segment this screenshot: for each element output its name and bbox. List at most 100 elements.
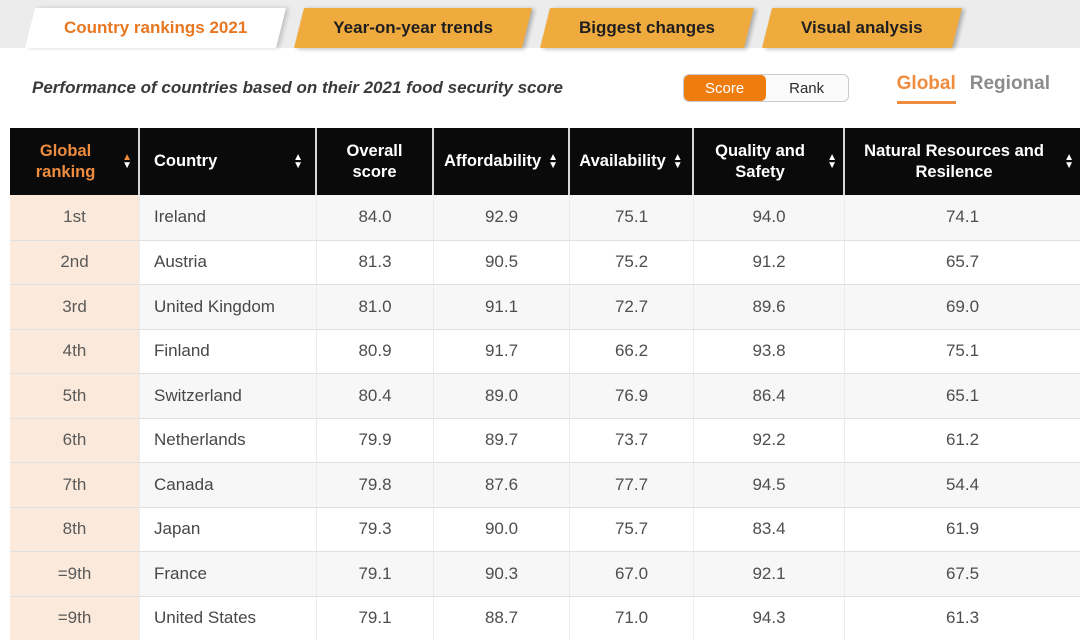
- rank-cell: 7th: [10, 463, 140, 507]
- natural-cell: 69.0: [945, 296, 980, 316]
- affordability-cell: 90.5: [434, 240, 570, 284]
- country-cell: Finland: [140, 329, 317, 373]
- country-cell: Netherlands: [140, 418, 317, 462]
- sort-arrows-icon: ▲ ▼: [1064, 151, 1074, 171]
- tab-visual-analysis[interactable]: Visual analysis: [767, 8, 957, 48]
- rank-cell: =9th: [10, 552, 140, 596]
- tab-country-rankings[interactable]: Country rankings 2021: [30, 8, 281, 48]
- tab-label: Country rankings 2021: [64, 18, 248, 37]
- table-row-japan: 8th Japan 79.3 90.0 75.7 83.4 61.9: [10, 506, 1080, 551]
- rank-cell: 1st: [10, 195, 140, 240]
- overall-cell: 84.0: [317, 195, 434, 240]
- country-cell: Switzerland: [140, 374, 317, 418]
- toggle-rank-button[interactable]: Rank: [765, 75, 848, 101]
- overall-cell: 79.3: [317, 507, 434, 551]
- table-row-ireland: 1st Ireland 84.0 92.9 75.1 94.0 74.1: [10, 195, 1080, 240]
- column-header-country[interactable]: Country ▲ ▼: [140, 128, 317, 195]
- column-label: Country: [154, 152, 218, 171]
- tab-label: Visual analysis: [801, 18, 923, 37]
- column-header-quality-and-safety[interactable]: Quality and Safety ▲ ▼: [694, 128, 845, 195]
- column-header-overall-score: Overall score: [317, 128, 434, 195]
- quality-cell: 92.1: [694, 552, 845, 596]
- table-header-row: Global ranking ▲ ▼ Country ▲ ▼ Overall score Af…: [10, 128, 1080, 195]
- column-header-global-ranking[interactable]: Global ranking ▲ ▼: [10, 128, 140, 195]
- country-cell: France: [140, 552, 317, 596]
- column-header-affordability[interactable]: Affordability ▲ ▼: [434, 128, 570, 195]
- rank-cell: =9th: [10, 596, 140, 640]
- column-label: Affordability: [443, 152, 542, 171]
- availability-cell: 75.1: [570, 195, 694, 240]
- tab-bar: Country rankings 2021 Year-on-year trend…: [0, 0, 1080, 48]
- toggle-score-button[interactable]: Score: [683, 75, 766, 101]
- overall-cell: 79.1: [317, 596, 434, 640]
- overall-cell: 80.9: [317, 329, 434, 373]
- availability-cell: 77.7: [570, 463, 694, 507]
- overall-cell: 79.8: [317, 463, 434, 507]
- affordability-cell: 90.3: [434, 552, 570, 596]
- availability-cell: 76.9: [570, 374, 694, 418]
- country-cell: Ireland: [140, 195, 317, 240]
- rank-cell: 6th: [10, 418, 140, 462]
- overall-cell: 79.1: [317, 552, 434, 596]
- sort-arrows-icon: ▲ ▼: [548, 151, 559, 171]
- rankings-table: Global ranking ▲ ▼ Country ▲ ▼ Overall score Af…: [10, 128, 1080, 640]
- country-cell: Austria: [140, 240, 317, 284]
- tab-label: Year-on-year trends: [333, 18, 493, 37]
- affordability-cell: 92.9: [434, 195, 570, 240]
- table-row-canada: 7th Canada 79.8 87.6 77.7 94.5 54.4: [10, 462, 1080, 507]
- tab-biggest-changes[interactable]: Biggest changes: [545, 8, 749, 48]
- natural-cell: 65.7: [945, 252, 980, 272]
- scope-switcher: Global Regional: [896, 72, 1050, 104]
- tab-year-on-year-trends[interactable]: Year-on-year trends: [299, 8, 527, 48]
- availability-cell: 71.0: [570, 596, 694, 640]
- column-header-availability[interactable]: Availability ▲ ▼: [570, 128, 694, 195]
- table-body: 1st Ireland 84.0 92.9 75.1 94.0 74.1 2nd Austria…: [10, 195, 1080, 640]
- affordability-cell: 87.6: [434, 463, 570, 507]
- affordability-cell: 89.0: [434, 374, 570, 418]
- availability-cell: 72.7: [570, 285, 694, 329]
- affordability-cell: 89.7: [434, 418, 570, 462]
- sort-arrows-icon: ▲ ▼: [827, 151, 837, 171]
- table-row-united-states: =9th United States 79.1 88.7 71.0 94.3 61.3: [10, 595, 1080, 640]
- rank-cell: 5th: [10, 374, 140, 418]
- natural-cell: 74.1: [945, 207, 980, 227]
- availability-cell: 67.0: [570, 552, 694, 596]
- table-row-france: =9th France 79.1 90.3 67.0 92.1 67.5: [10, 551, 1080, 596]
- sort-arrows-icon: ▲ ▼: [122, 151, 132, 171]
- natural-cell: 65.1: [945, 385, 980, 405]
- affordability-cell: 91.7: [434, 329, 570, 373]
- quality-cell: 93.8: [694, 329, 845, 373]
- scope-global-link[interactable]: Global: [896, 73, 956, 104]
- quality-cell: 94.0: [694, 195, 845, 240]
- quality-cell: 89.6: [694, 285, 845, 329]
- natural-cell: 75.1: [945, 341, 980, 361]
- natural-cell: 67.5: [945, 563, 980, 583]
- quality-cell: 83.4: [694, 507, 845, 551]
- affordability-cell: 91.1: [434, 285, 570, 329]
- quality-cell: 94.3: [694, 596, 845, 640]
- table-row-switzerland: 5th Switzerland 80.4 89.0 76.9 86.4 65.1: [10, 373, 1080, 418]
- quality-cell: 94.5: [694, 463, 845, 507]
- column-header-natural-resources-and-resilence[interactable]: Natural Resources and Resilence ▲ ▼: [845, 128, 1080, 195]
- availability-cell: 75.2: [570, 240, 694, 284]
- table-row-united-kingdom: 3rd United Kingdom 81.0 91.1 72.7 89.6 69.0: [10, 284, 1080, 329]
- natural-cell: 61.2: [945, 430, 980, 450]
- country-cell: United Kingdom: [140, 285, 317, 329]
- overall-cell: 80.4: [317, 374, 434, 418]
- rank-cell: 3rd: [10, 285, 140, 329]
- availability-cell: 75.7: [570, 507, 694, 551]
- sort-arrows-icon: ▲ ▼: [672, 151, 683, 171]
- overall-cell: 81.0: [317, 285, 434, 329]
- scope-regional-link[interactable]: Regional: [969, 72, 1050, 94]
- overall-cell: 81.3: [317, 240, 434, 284]
- rank-cell: 4th: [10, 329, 140, 373]
- country-cell: Japan: [140, 507, 317, 551]
- column-label: Overall score: [346, 142, 403, 181]
- natural-cell: 61.9: [945, 519, 980, 539]
- column-label: Quality and Safety: [715, 142, 805, 181]
- affordability-cell: 88.7: [434, 596, 570, 640]
- score-rank-toggle: Score Rank: [682, 74, 849, 102]
- sort-arrows-icon: ▲ ▼: [293, 151, 303, 171]
- table-row-netherlands: 6th Netherlands 79.9 89.7 73.7 92.2 61.2: [10, 417, 1080, 462]
- availability-cell: 73.7: [570, 418, 694, 462]
